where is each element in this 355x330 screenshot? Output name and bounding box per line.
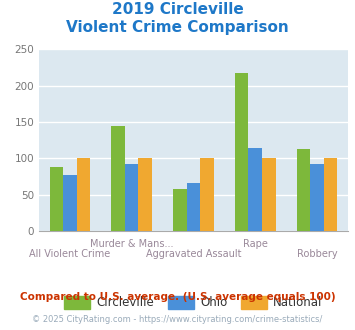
Bar	[77, 158, 90, 231]
Bar	[310, 164, 324, 231]
Bar	[324, 158, 337, 231]
Text: Violent Crime Comparison: Violent Crime Comparison	[66, 20, 289, 35]
Text: 2019 Circleville: 2019 Circleville	[111, 2, 244, 16]
Text: Compared to U.S. average. (U.S. average equals 100): Compared to U.S. average. (U.S. average …	[20, 292, 335, 302]
Text: All Violent Crime: All Violent Crime	[29, 249, 110, 259]
Text: Rape: Rape	[243, 239, 268, 249]
Bar	[200, 158, 214, 231]
Bar	[235, 73, 248, 231]
Legend: Circleville, Ohio, National: Circleville, Ohio, National	[60, 291, 327, 314]
Text: Murder & Mans...: Murder & Mans...	[90, 239, 174, 249]
Text: Robbery: Robbery	[297, 249, 337, 259]
Bar	[138, 158, 152, 231]
Text: © 2025 CityRating.com - https://www.cityrating.com/crime-statistics/: © 2025 CityRating.com - https://www.city…	[32, 315, 323, 324]
Bar	[173, 189, 187, 231]
Bar	[50, 167, 63, 231]
Bar	[187, 183, 200, 231]
Bar	[125, 164, 138, 231]
Bar	[63, 175, 77, 231]
Bar	[111, 126, 125, 231]
Bar	[297, 149, 310, 231]
Text: Aggravated Assault: Aggravated Assault	[146, 249, 241, 259]
Bar	[262, 158, 275, 231]
Bar	[248, 148, 262, 231]
